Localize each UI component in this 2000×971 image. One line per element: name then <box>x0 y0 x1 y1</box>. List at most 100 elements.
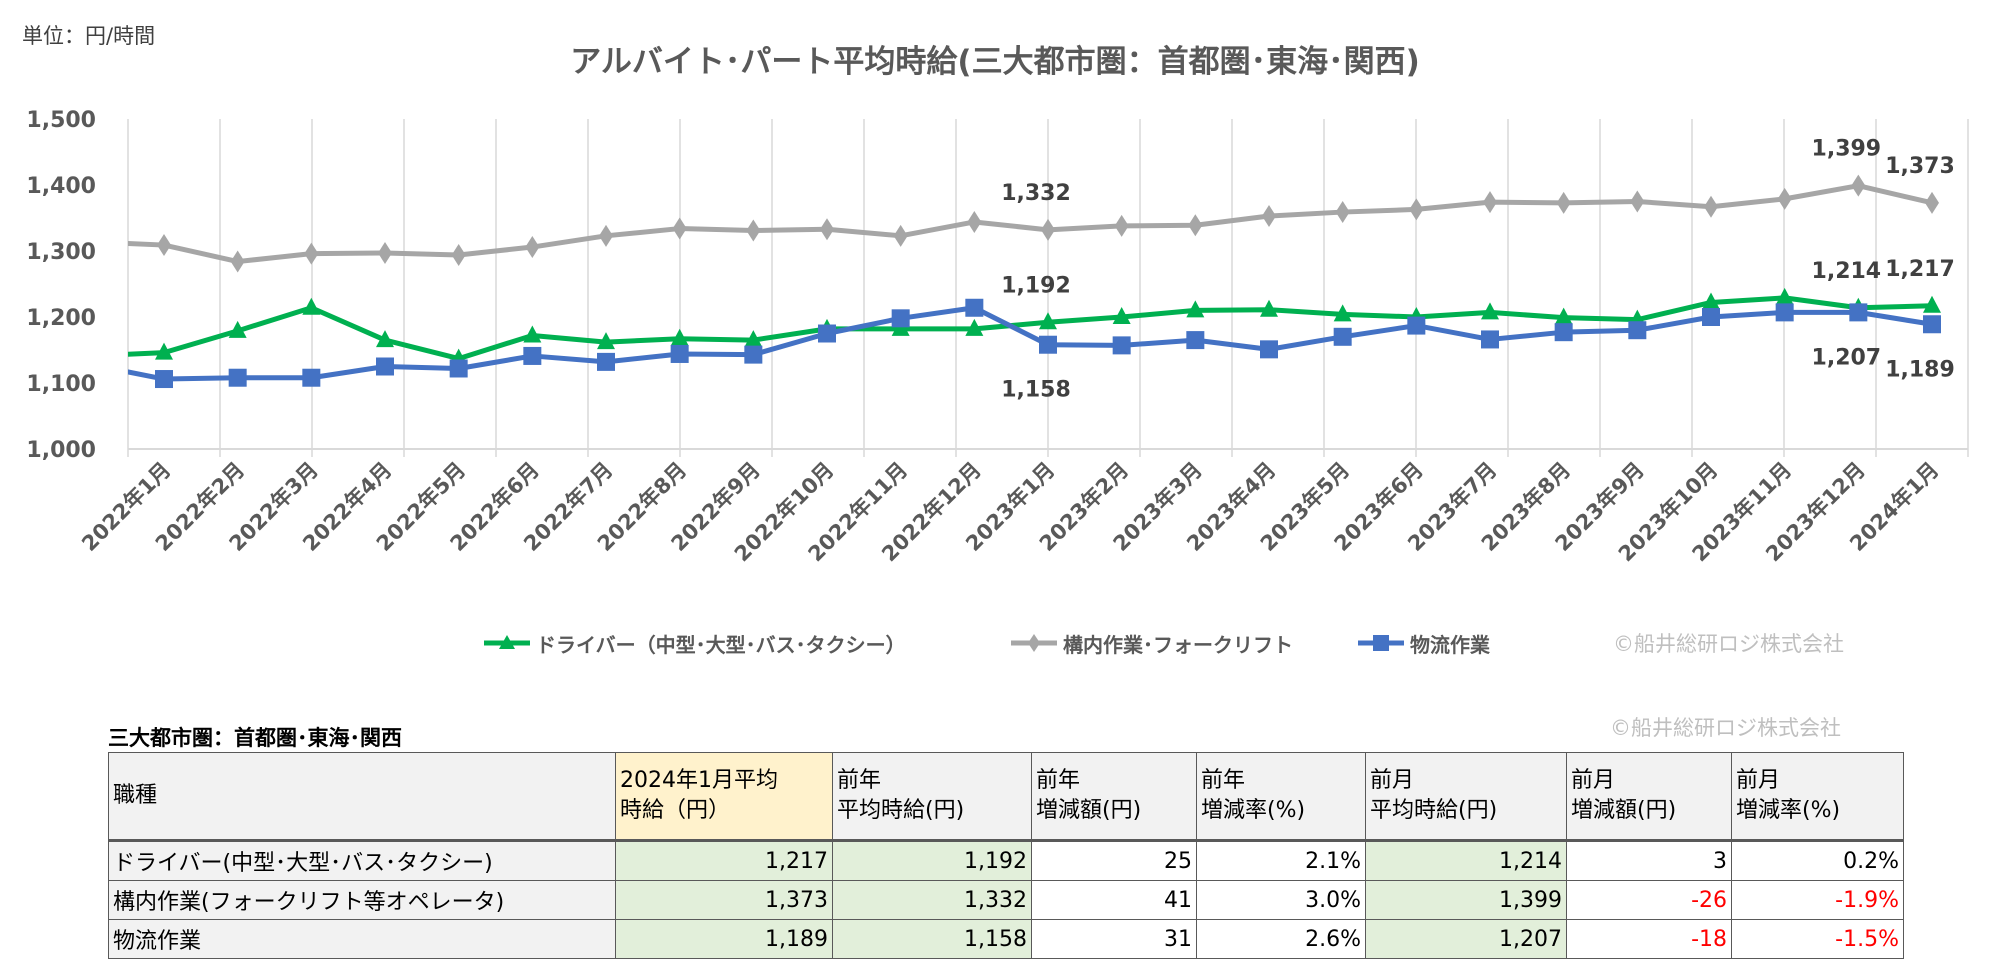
square-marker <box>228 368 247 387</box>
header-prev-month-rate: 前月増減率(%) <box>1731 752 1904 841</box>
diamond-marker <box>1556 191 1571 214</box>
diamond-marker <box>1851 174 1866 197</box>
triangle-marker <box>965 318 984 336</box>
triangle-marker <box>1186 300 1205 318</box>
triangle-marker <box>670 328 689 346</box>
triangle-marker <box>523 325 542 343</box>
cell-prev-year: 1,332 <box>832 880 1032 920</box>
cell-yoy-diff: 25 <box>1031 840 1197 881</box>
header-text: 前年 <box>837 768 882 793</box>
cell-yoy-diff: 31 <box>1031 919 1197 959</box>
data-label: 1,189 <box>1885 357 1955 382</box>
series-square <box>128 298 1941 389</box>
series-line <box>128 183 1933 265</box>
header-text: 増減率(%) <box>1736 798 1841 823</box>
header-prev-month-diff: 前月 増減額(円) <box>1566 752 1732 841</box>
diamond-marker <box>1704 195 1718 218</box>
header-current-wage: 2024年1月平均 時給（円） <box>615 752 833 841</box>
y-tick-label: 1,300 <box>26 240 96 265</box>
cell-yoy-rate: 3.0% <box>1196 880 1366 920</box>
square-marker <box>376 357 394 376</box>
cell-prev-year: 1,158 <box>832 919 1032 959</box>
unit-label: 単位：円/時間 <box>22 24 156 48</box>
square-marker <box>891 309 910 328</box>
header-prev-year-wage: 前年平均時給(円) <box>832 752 1032 841</box>
square-marker <box>1849 303 1868 322</box>
legend-item-logistics: 物流作業 <box>1358 628 1490 658</box>
cell-mom-rate: -1.5% <box>1731 919 1904 959</box>
square-marker <box>449 359 468 378</box>
header-text: 時給（円） <box>620 798 731 823</box>
square-marker <box>523 346 542 365</box>
legend-label: 構内作業･フォークリフト <box>1063 632 1293 657</box>
series-line <box>128 305 1933 382</box>
legend-triangle-marker-icon <box>484 635 530 649</box>
header-text: 前月 <box>1736 768 1781 793</box>
diamond-marker <box>1114 214 1129 237</box>
square-marker <box>744 345 763 364</box>
triangle-marker <box>1702 292 1720 310</box>
legend-label: ドライバー（中型･大型･バス･タクシー） <box>536 632 906 657</box>
series-diamond <box>128 174 1939 273</box>
y-tick-label: 1,000 <box>26 438 96 463</box>
diamond-marker <box>525 236 540 259</box>
y-tick-label: 1,400 <box>26 174 96 199</box>
header-prev-year-rate: 前年増減率(%) <box>1196 752 1366 841</box>
header-text: 平均時給(円) <box>1370 798 1498 823</box>
square-marker <box>1407 316 1426 335</box>
table-row: ドライバー(中型･大型･バス･タクシー) 1,217 1,192 25 2.1%… <box>108 840 1904 881</box>
header-text: 増減額(円) <box>1571 798 1677 823</box>
header-job-type: 職種 <box>108 752 616 841</box>
diamond-marker <box>746 219 761 242</box>
line-chart: 1,0001,1001,2001,3001,4001,5002022年1月202… <box>26 108 1969 566</box>
legend-item-driver: ドライバー（中型･大型･バス･タクシー） <box>484 628 906 658</box>
triangle-marker <box>891 318 910 336</box>
cell-mom-rate: -1.9% <box>1731 880 1904 920</box>
cell-prev-year: 1,192 <box>832 840 1032 881</box>
diamond-marker <box>893 224 908 247</box>
square-marker <box>1039 335 1057 354</box>
triangle-marker <box>1481 302 1499 320</box>
table-row: 構内作業(フォークリフト等オペレータ) 1,373 1,332 41 3.0% … <box>108 880 1904 920</box>
square-marker <box>597 352 615 371</box>
data-label: 1,217 <box>1885 257 1955 282</box>
header-text: 2024年1月平均 <box>620 768 778 793</box>
header-text: 前年 <box>1036 768 1081 793</box>
wage-table: 職種 2024年1月平均 時給（円） 前年平均時給(円) 前年増減額(円) 前年増… <box>108 752 1904 959</box>
cell-yoy-diff: 41 <box>1031 880 1197 920</box>
triangle-marker <box>597 332 615 350</box>
square-marker <box>1260 340 1278 359</box>
square-marker <box>302 368 321 387</box>
header-text: 前年 <box>1201 768 1246 793</box>
diamond-marker <box>230 250 245 273</box>
legend-diamond-marker-icon <box>1011 634 1057 652</box>
square-marker <box>1186 331 1205 350</box>
cell-job: 物流作業 <box>108 919 616 959</box>
cell-prev-month: 1,214 <box>1365 840 1567 881</box>
cell-mom-rate: 0.2% <box>1731 840 1904 881</box>
header-text: 増減率(%) <box>1201 798 1306 823</box>
header-text: 平均時給(円) <box>837 798 965 823</box>
cell-mom-diff: 3 <box>1566 840 1732 881</box>
data-label: 1,207 <box>1812 345 1882 370</box>
cell-job: 構内作業(フォークリフト等オペレータ) <box>108 880 616 920</box>
diamond-marker <box>1483 191 1497 214</box>
cell-yoy-rate: 2.6% <box>1196 919 1366 959</box>
triangle-marker <box>376 330 394 348</box>
triangle-marker <box>1260 299 1278 317</box>
square-marker <box>1112 336 1131 355</box>
cell-prev-month: 1,399 <box>1365 880 1567 920</box>
cell-current: 1,189 <box>615 919 833 959</box>
diamond-marker <box>451 243 466 266</box>
data-label: 1,158 <box>1001 378 1071 403</box>
square-marker <box>1702 308 1720 326</box>
data-label: 1,332 <box>1001 181 1071 206</box>
data-label: 1,192 <box>1001 273 1071 298</box>
table-header-row: 職種 2024年1月平均 時給（円） 前年平均時給(円) 前年増減額(円) 前年増… <box>108 752 1904 841</box>
triangle-marker <box>1039 312 1057 330</box>
square-marker <box>1923 315 1941 334</box>
diamond-marker <box>157 234 171 257</box>
triangle-marker <box>1775 287 1794 305</box>
watermark-table: ©船井総研ロジ株式会社 <box>1610 716 1841 740</box>
cell-current: 1,373 <box>615 880 833 920</box>
